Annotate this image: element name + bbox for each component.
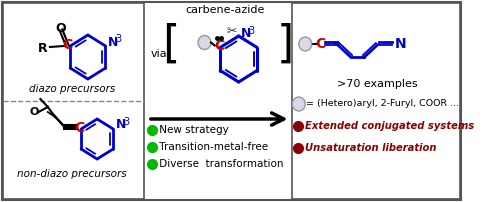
Text: via: via: [151, 49, 168, 59]
Text: carbene-azide: carbene-azide: [185, 5, 264, 15]
Text: New strategy: New strategy: [156, 125, 229, 135]
Text: ]: ]: [276, 22, 293, 65]
Text: ✂: ✂: [226, 25, 236, 38]
Text: N: N: [116, 119, 126, 132]
Text: = (Hetero)aryl, 2-Furyl, COOR ...: = (Hetero)aryl, 2-Furyl, COOR ...: [306, 100, 460, 108]
Text: C: C: [62, 38, 72, 52]
Text: O: O: [29, 107, 38, 117]
Text: >70 examples: >70 examples: [337, 79, 417, 89]
Text: C: C: [214, 39, 224, 53]
Text: 3: 3: [116, 34, 122, 44]
Text: N: N: [395, 37, 406, 51]
Circle shape: [299, 37, 312, 51]
FancyBboxPatch shape: [3, 3, 144, 199]
Text: [: [: [162, 22, 180, 65]
Text: non-diazo precursors: non-diazo precursors: [18, 169, 127, 179]
Text: Unsaturation liberation: Unsaturation liberation: [305, 143, 437, 153]
Circle shape: [198, 36, 211, 49]
Text: Diverse  transformation: Diverse transformation: [156, 159, 284, 169]
Text: O: O: [56, 21, 66, 35]
Text: C: C: [74, 121, 85, 135]
Text: 3: 3: [248, 25, 254, 36]
Text: C: C: [315, 37, 325, 51]
Text: diazo precursors: diazo precursors: [29, 84, 116, 94]
Circle shape: [292, 97, 306, 111]
Text: R: R: [38, 41, 47, 55]
Text: 3: 3: [124, 117, 130, 127]
Text: Transition-metal-free: Transition-metal-free: [156, 142, 268, 152]
FancyBboxPatch shape: [2, 2, 460, 200]
Text: N: N: [240, 27, 251, 40]
Text: N: N: [108, 36, 118, 48]
FancyBboxPatch shape: [292, 3, 460, 199]
Text: Extended conjugated systems: Extended conjugated systems: [305, 121, 474, 131]
